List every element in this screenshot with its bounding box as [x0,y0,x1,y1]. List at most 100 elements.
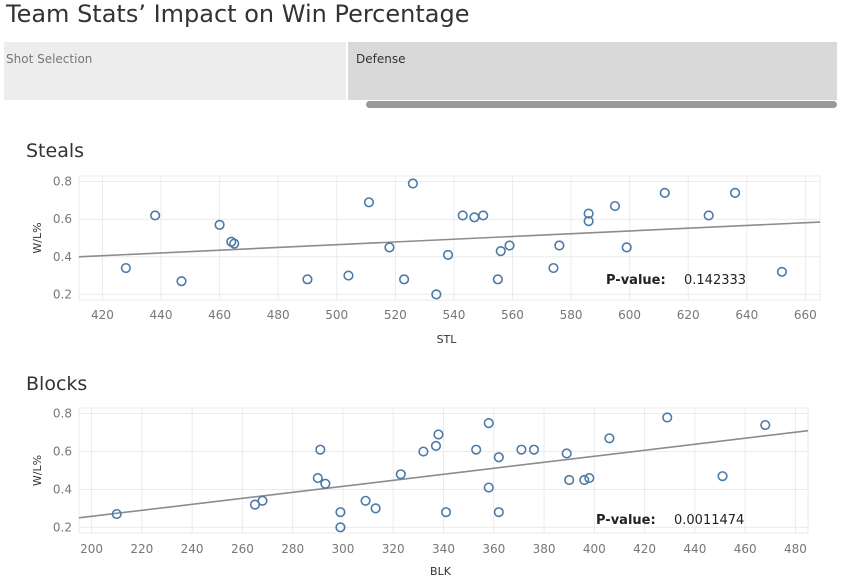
blocks-y-tick-label: 0.8 [53,407,72,421]
blocks-data-point[interactable] [312,472,323,484]
steals-data-point[interactable] [399,274,410,285]
steals-data-point[interactable] [776,266,788,277]
steals-data-point[interactable] [407,178,418,189]
steals-data-point[interactable] [659,187,670,199]
blocks-data-point[interactable] [584,472,595,484]
blocks-x-tick-label: 280 [281,542,304,556]
blocks-data-point[interactable] [493,452,504,463]
steals-x-tick-label: 600 [618,308,641,322]
page-title: Team Stats’ Impact on Win Percentage [6,0,470,28]
steals-data-point[interactable] [554,240,565,251]
steals-x-tick-label: 660 [794,308,817,322]
blocks-x-axis-label: BLK [430,565,452,578]
blocks-data-point[interactable] [320,478,331,489]
steals-y-tick-label: 0.8 [53,175,72,189]
steals-data-point[interactable] [703,210,714,221]
steals-data-point[interactable] [495,246,506,257]
blocks-data-point[interactable] [430,440,442,451]
steals-pvalue-value: 0.142333 [684,273,746,288]
blocks-data-point[interactable] [579,474,590,486]
steals-trend-line [78,221,821,258]
blocks-data-point[interactable] [493,507,504,518]
steals-x-tick-label: 520 [384,308,407,322]
steals-data-point[interactable] [504,240,515,251]
steals-x-tick-label: 540 [442,308,465,322]
steals-y-tick-label: 0.6 [53,212,72,226]
steals-x-tick-label: 420 [91,308,114,322]
steals-data-point[interactable] [729,187,741,199]
blocks-data-point[interactable] [717,471,728,482]
blocks-pvalue-label: P-value: [596,513,656,528]
horizontal-scrollbar[interactable] [366,101,837,108]
steals-data-point[interactable] [150,210,161,221]
blocks-data-point[interactable] [257,495,268,506]
steals-data-point[interactable] [583,208,594,219]
blocks-y-axis-label: W/L% [31,455,44,486]
steals-data-point[interactable] [548,262,559,274]
blocks-trend-line [78,429,809,519]
blocks-data-point[interactable] [471,444,482,455]
blocks-data-point[interactable] [315,444,326,455]
steals-data-point[interactable] [302,274,313,285]
blocks-x-tick-label: 240 [181,542,204,556]
tab-bar: Shot Selection Defense [4,42,837,100]
blocks-data-point[interactable] [483,418,494,429]
blocks-x-tick-label: 440 [683,542,706,556]
blocks-data-point[interactable] [561,448,572,459]
steals-data-point[interactable] [384,242,395,253]
steals-data-point[interactable] [120,262,131,274]
blocks-x-tick-label: 460 [734,542,757,556]
blocks-data-point[interactable] [662,412,673,423]
steals-data-point[interactable] [478,210,489,221]
steals-data-point[interactable] [229,238,240,249]
blocks-data-point[interactable] [440,507,452,518]
steals-data-point[interactable] [214,219,225,230]
blocks-x-tick-label: 420 [633,542,656,556]
steals-y-axis-label: W/L% [31,222,44,253]
steals-data-point[interactable] [442,249,454,261]
blocks-data-point[interactable] [335,507,346,518]
steals-data-point[interactable] [609,200,621,212]
steals-data-point[interactable] [621,242,632,253]
blocks-x-tick-label: 320 [382,542,405,556]
blocks-pvalue-value: 0.0011474 [674,513,744,528]
blocks-data-point[interactable] [418,446,429,457]
tab-shot-selection[interactable]: Shot Selection [4,42,346,100]
blocks-chart-title: Blocks [26,373,88,395]
blocks-data-point[interactable] [604,433,615,444]
blocks-data-point[interactable] [433,429,444,440]
blocks-x-tick-label: 220 [130,542,153,556]
steals-x-tick-label: 440 [150,308,173,322]
blocks-y-tick-label: 0.2 [53,520,72,534]
blocks-data-point[interactable] [370,503,381,514]
steals-x-tick-label: 480 [267,308,290,322]
blocks-data-point[interactable] [528,444,540,455]
steals-data-point[interactable] [457,210,468,221]
steals-x-axis-label: STL [437,333,458,346]
steals-data-point[interactable] [363,197,375,208]
blocks-data-point[interactable] [335,522,346,533]
steals-scatter-chart: 420 440 460 480 500 520 540 560 580 600 620 640 660 0… [31,175,821,346]
steals-x-tick-label: 500 [325,308,348,322]
steals-y-tick-label: 0.4 [53,250,72,264]
blocks-x-tick-label: 300 [331,542,354,556]
tab-defense[interactable]: Defense [348,42,837,100]
blocks-data-point[interactable] [760,419,771,431]
blocks-data-point[interactable] [111,508,122,520]
steals-data-point[interactable] [492,274,503,285]
blocks-data-point[interactable] [360,495,371,506]
blocks-data-point[interactable] [516,444,527,455]
steals-x-tick-label: 580 [560,308,583,322]
blocks-data-point[interactable] [483,482,494,493]
steals-data-point[interactable] [176,276,187,287]
steals-data-point[interactable] [583,215,594,227]
blocks-data-point[interactable] [395,469,406,480]
blocks-x-tick-label: 260 [231,542,254,556]
steals-data-point[interactable] [431,289,442,300]
steals-data-point[interactable] [343,270,354,281]
steals-x-tick-label: 460 [208,308,231,322]
steals-x-tick-label: 620 [677,308,700,322]
blocks-data-point[interactable] [564,474,575,486]
blocks-y-tick-label: 0.6 [53,445,72,459]
steals-data-point[interactable] [469,212,480,223]
